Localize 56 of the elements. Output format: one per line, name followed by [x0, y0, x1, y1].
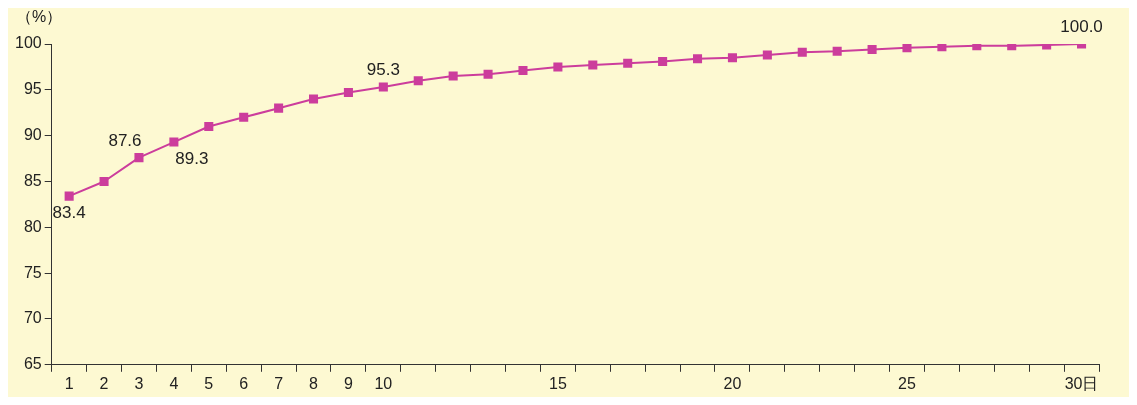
data-label: 83.4	[52, 203, 86, 223]
point	[588, 60, 598, 70]
point	[378, 82, 388, 92]
point	[448, 71, 458, 81]
point	[134, 153, 144, 163]
data-label: 87.6	[108, 130, 142, 150]
y-tick-label: 85	[23, 171, 42, 189]
y-tick-label: 90	[23, 126, 42, 144]
x-tick-label: 10	[374, 374, 393, 392]
y-tick-label: 95	[23, 80, 42, 98]
point	[308, 94, 319, 104]
x-tick-label: 3	[134, 374, 144, 392]
point	[274, 103, 284, 113]
x-tick-label: 20	[723, 374, 742, 392]
x-tick-label: 15	[548, 374, 567, 392]
point	[727, 53, 737, 63]
point	[797, 47, 807, 57]
point	[658, 56, 668, 66]
data-label: 95.3	[366, 60, 400, 80]
point	[169, 137, 179, 147]
y-axis-title: （%）	[16, 8, 63, 26]
point	[204, 121, 214, 132]
x-tick-label: 5	[204, 374, 214, 392]
point	[553, 62, 563, 72]
y-tick-label: 100	[14, 34, 42, 52]
point	[239, 112, 249, 122]
point	[937, 44, 947, 52]
point	[99, 176, 109, 187]
x-tick-label: 9	[343, 374, 353, 392]
point	[972, 44, 982, 51]
x-tick-label: 2	[99, 374, 109, 392]
x-tick-label: 30日	[1064, 374, 1099, 392]
point	[518, 66, 528, 76]
data-label: 89.3	[175, 149, 209, 169]
point	[483, 69, 493, 79]
point	[343, 88, 353, 98]
point	[413, 76, 423, 86]
y-tick-label: 75	[23, 263, 42, 281]
point	[902, 44, 912, 53]
point	[64, 191, 74, 201]
point	[867, 44, 877, 55]
point	[762, 50, 772, 60]
y-tick-label: 65	[23, 355, 42, 373]
point	[1007, 44, 1017, 51]
x-tick-label: 7	[274, 374, 284, 392]
y-tick-label: 80	[23, 217, 42, 235]
x-tick-label: 1	[64, 374, 74, 392]
point	[832, 46, 842, 56]
point	[693, 54, 703, 64]
point	[623, 58, 633, 68]
y-tick-label: 70	[23, 309, 42, 327]
x-tick-label: 6	[239, 374, 249, 392]
x-tick-label: 25	[898, 374, 916, 392]
x-tick-label: 4	[169, 374, 179, 392]
x-tick-label: 8	[309, 374, 319, 392]
data-label: 100.0	[1060, 17, 1103, 37]
